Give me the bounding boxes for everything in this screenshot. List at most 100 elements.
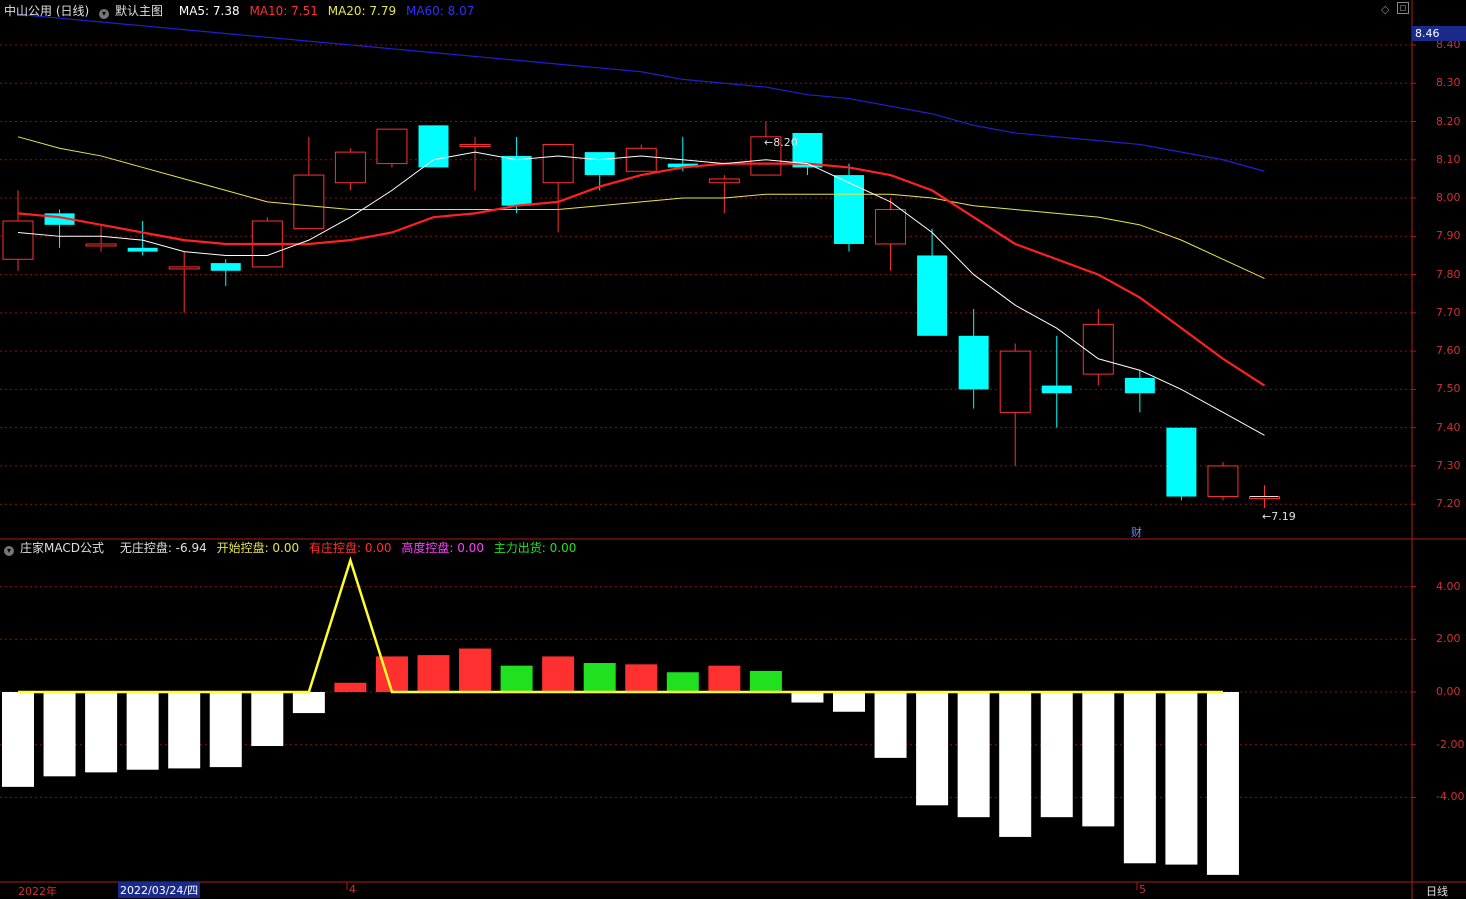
macd-bar <box>833 692 865 712</box>
candle-body <box>958 335 989 390</box>
macd-bar <box>251 692 284 747</box>
candle-body <box>85 243 117 247</box>
candle-body <box>168 266 200 270</box>
candle-body <box>708 178 740 184</box>
indicator-dropdown[interactable]: ▾ 庄家MACD公式 <box>4 541 110 556</box>
candle-body <box>750 136 782 176</box>
candle-body <box>1041 385 1072 394</box>
macd-tick-label: -2.00 <box>1436 737 1465 751</box>
candle-body <box>459 143 491 147</box>
ma20-line <box>17 136 1265 279</box>
macd-tick-label: 2.00 <box>1436 632 1461 646</box>
current-price-tag: 8.46 <box>1412 26 1466 41</box>
macd-bar <box>666 672 699 692</box>
high-value: 8.20 <box>773 136 798 149</box>
macd-bar <box>209 692 242 768</box>
macd-bar <box>916 692 949 806</box>
macd-bar <box>1082 692 1115 827</box>
price-tick-label: 8.20 <box>1436 114 1461 128</box>
macd-bar <box>957 692 990 818</box>
macd-bar <box>1123 692 1156 864</box>
price-tick-label: 7.70 <box>1436 305 1461 319</box>
high-annotation: ←8.20 <box>764 136 798 149</box>
macd-bar <box>85 692 118 773</box>
macd-bar <box>1165 692 1198 865</box>
macd-bar <box>334 682 367 692</box>
candle-body <box>1166 427 1197 497</box>
macd-bar <box>126 692 159 770</box>
macd-bar <box>43 692 76 777</box>
price-tick-label: 7.60 <box>1436 344 1461 358</box>
ma10-value: MA10: 7.51 <box>249 4 318 18</box>
macd-bar <box>791 692 824 703</box>
candle-body <box>293 174 325 230</box>
price-tick-label: 7.50 <box>1436 382 1461 396</box>
indicator-title: 庄家MACD公式 <box>20 541 104 555</box>
macd-bar <box>168 692 201 769</box>
ma60-line <box>17 13 1265 172</box>
maximize-icon[interactable]: ▫ <box>1397 2 1409 14</box>
candle-body <box>584 152 615 176</box>
candle-body <box>44 213 75 225</box>
price-tick-label: 7.20 <box>1436 497 1461 511</box>
template-dropdown[interactable]: ▾ 默认主图 <box>99 4 169 19</box>
macd-bar <box>708 665 741 692</box>
price-tick-label: 7.80 <box>1436 267 1461 281</box>
macd-bar <box>375 656 408 692</box>
macd-bar <box>417 655 450 692</box>
stock-title[interactable]: 中山公用 (日线) <box>4 4 90 18</box>
macd-bar <box>542 656 575 692</box>
macd-bar <box>999 692 1032 837</box>
month-4-label: 4 <box>349 883 356 896</box>
indicator-value-2: 开始控盘: 0.00 <box>216 541 300 555</box>
macd-bar <box>459 648 492 692</box>
candle-body <box>1124 377 1155 394</box>
price-tick-label: 8.10 <box>1436 152 1461 166</box>
ma5-line <box>17 151 1265 436</box>
macd-bar <box>292 692 325 714</box>
candle-body <box>418 125 449 168</box>
candle-body <box>792 132 823 168</box>
macd-bar <box>500 665 533 692</box>
candle-body <box>501 155 532 206</box>
ma20-value: MA20: 7.79 <box>327 4 397 18</box>
macd-bar <box>1206 692 1239 875</box>
candle-body <box>999 350 1031 413</box>
candle-body <box>127 247 158 252</box>
main-chart-header: 中山公用 (日线) ▾ 默认主图 MA5: 7.38 MA10: 7.51 MA2… <box>4 3 480 19</box>
indicator-value-1: 无庄控盘: -6.94 <box>119 541 207 555</box>
diamond-icon[interactable]: ◇ <box>1381 3 1390 16</box>
macd-bar <box>1040 692 1073 818</box>
candle-body <box>667 163 698 168</box>
macd-bar <box>583 663 616 692</box>
candle-body <box>834 175 864 244</box>
macd-bar <box>749 670 782 692</box>
indicator-value-4: 高度控盘: 0.00 <box>401 541 484 555</box>
chevron-down-icon: ▾ <box>4 546 14 556</box>
candle-body <box>334 151 366 184</box>
low-value: 7.19 <box>1271 510 1296 523</box>
period-button[interactable]: 日线 <box>1426 885 1448 898</box>
macd-tick-label: -4.00 <box>1436 790 1465 804</box>
macd-signal-line <box>18 556 1223 694</box>
price-tick-label: 7.40 <box>1436 420 1461 434</box>
chevron-down-icon: ▾ <box>99 9 110 19</box>
low-annotation: ←7.19 <box>1262 510 1296 523</box>
finance-marker[interactable]: 财 <box>1131 526 1142 539</box>
template-label: 默认主图 <box>115 4 164 18</box>
ma60-value: MA60: 8.07 <box>405 4 475 18</box>
price-tick-label: 7.30 <box>1436 458 1461 472</box>
macd-bar <box>874 692 907 758</box>
macd-bar <box>625 664 658 692</box>
price-tick-label: 8.40 <box>1436 37 1461 51</box>
year-label: 2022年 <box>18 885 57 898</box>
candle-body <box>376 128 408 165</box>
macd-bar <box>2 692 34 787</box>
month-5-label: 5 <box>1139 883 1146 896</box>
price-tick-label: 8.30 <box>1436 76 1461 90</box>
indicator-value-3: 有庄控盘: 0.00 <box>308 541 392 555</box>
candle-body <box>875 209 907 245</box>
macd-tick-label: 4.00 <box>1436 579 1461 593</box>
candle-body <box>917 255 948 336</box>
